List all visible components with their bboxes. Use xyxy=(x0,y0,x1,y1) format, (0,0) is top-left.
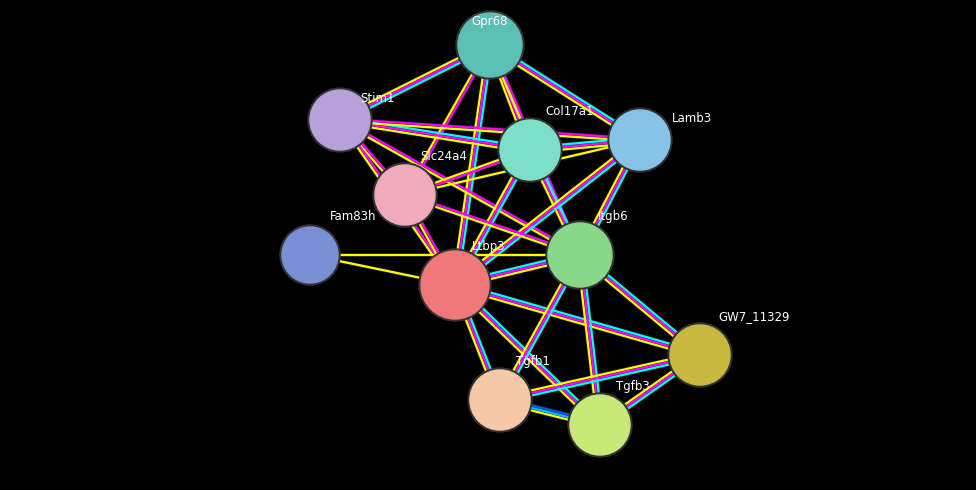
Circle shape xyxy=(578,402,623,447)
Circle shape xyxy=(556,231,604,279)
Text: Fam83h: Fam83h xyxy=(330,210,377,223)
Circle shape xyxy=(548,223,612,287)
Circle shape xyxy=(477,377,522,422)
Circle shape xyxy=(429,260,480,311)
Circle shape xyxy=(608,108,672,172)
Text: Col17a1: Col17a1 xyxy=(545,105,593,118)
Circle shape xyxy=(458,13,522,77)
Circle shape xyxy=(570,395,630,455)
Text: Ltbp3: Ltbp3 xyxy=(472,240,506,253)
Text: Tgfb1: Tgfb1 xyxy=(516,355,549,368)
Circle shape xyxy=(670,325,730,385)
Circle shape xyxy=(500,120,560,180)
Circle shape xyxy=(317,98,362,143)
Circle shape xyxy=(373,163,437,227)
Circle shape xyxy=(280,225,340,285)
Circle shape xyxy=(383,172,427,218)
Text: Lamb3: Lamb3 xyxy=(672,112,712,125)
Text: Itgb6: Itgb6 xyxy=(598,210,629,223)
Circle shape xyxy=(419,249,491,321)
Circle shape xyxy=(466,21,514,69)
Text: Slc24a4: Slc24a4 xyxy=(420,150,467,163)
Circle shape xyxy=(668,323,732,387)
Circle shape xyxy=(289,234,331,276)
Circle shape xyxy=(421,251,489,319)
Circle shape xyxy=(677,333,722,377)
Circle shape xyxy=(456,11,524,79)
Circle shape xyxy=(568,393,632,457)
Circle shape xyxy=(375,165,435,225)
Circle shape xyxy=(282,227,338,283)
Text: GW7_11329: GW7_11329 xyxy=(718,310,790,323)
Circle shape xyxy=(508,127,552,172)
Circle shape xyxy=(468,368,532,432)
Circle shape xyxy=(618,118,663,163)
Circle shape xyxy=(470,370,530,430)
Circle shape xyxy=(310,90,370,150)
Circle shape xyxy=(610,110,670,170)
Circle shape xyxy=(498,118,562,182)
Text: Tgfb3: Tgfb3 xyxy=(616,380,650,393)
Circle shape xyxy=(308,88,372,152)
Circle shape xyxy=(546,221,614,289)
Text: Gpr68: Gpr68 xyxy=(471,15,508,28)
Text: Stim1: Stim1 xyxy=(360,92,394,105)
